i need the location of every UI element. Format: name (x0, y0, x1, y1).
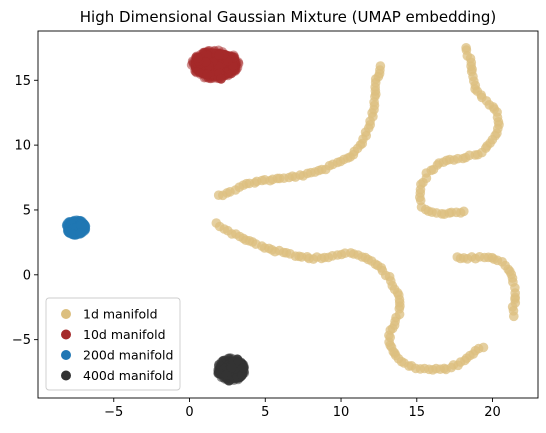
x-tick-label: 0 (185, 405, 193, 420)
legend-label: 10d manifold (83, 327, 166, 342)
data-point (193, 53, 203, 63)
y-tick-label: 5 (23, 203, 31, 218)
x-tick-label: 20 (484, 405, 501, 420)
y-tick-label: 10 (14, 139, 31, 154)
y-tick-label: −5 (12, 333, 31, 348)
legend-marker (61, 330, 71, 340)
data-point (216, 74, 226, 84)
y-tick-label: 15 (14, 74, 31, 89)
data-point (227, 363, 237, 373)
series-10d-manifold (187, 46, 244, 84)
data-point (479, 343, 489, 353)
data-point (459, 207, 469, 217)
y-tick-label: 0 (23, 268, 31, 283)
legend-marker (61, 371, 71, 381)
chart-title: High Dimensional Gaussian Mixture (UMAP … (80, 8, 496, 26)
legend: 1d manifold 10d manifold 200d manifold 400d… (46, 298, 180, 390)
data-point (239, 363, 249, 373)
series-400d-manifold (213, 353, 249, 385)
data-point (76, 228, 86, 238)
legend-marker (61, 350, 71, 360)
data-point (214, 50, 224, 60)
data-point (68, 229, 78, 239)
legend-label: 200d manifold (83, 348, 173, 363)
series-200d-manifold (62, 215, 90, 240)
data-point (202, 69, 212, 79)
x-tick-label: 5 (261, 405, 269, 420)
data-point (376, 61, 386, 71)
x-tick-label: −5 (104, 405, 123, 420)
data-point (509, 312, 519, 322)
legend-marker (61, 309, 71, 319)
legend-label: 400d manifold (83, 368, 173, 383)
legend-label: 1d manifold (83, 307, 158, 322)
series-1d-manifold (212, 43, 521, 375)
x-tick-label: 15 (409, 405, 426, 420)
x-tick-label: 10 (333, 405, 350, 420)
